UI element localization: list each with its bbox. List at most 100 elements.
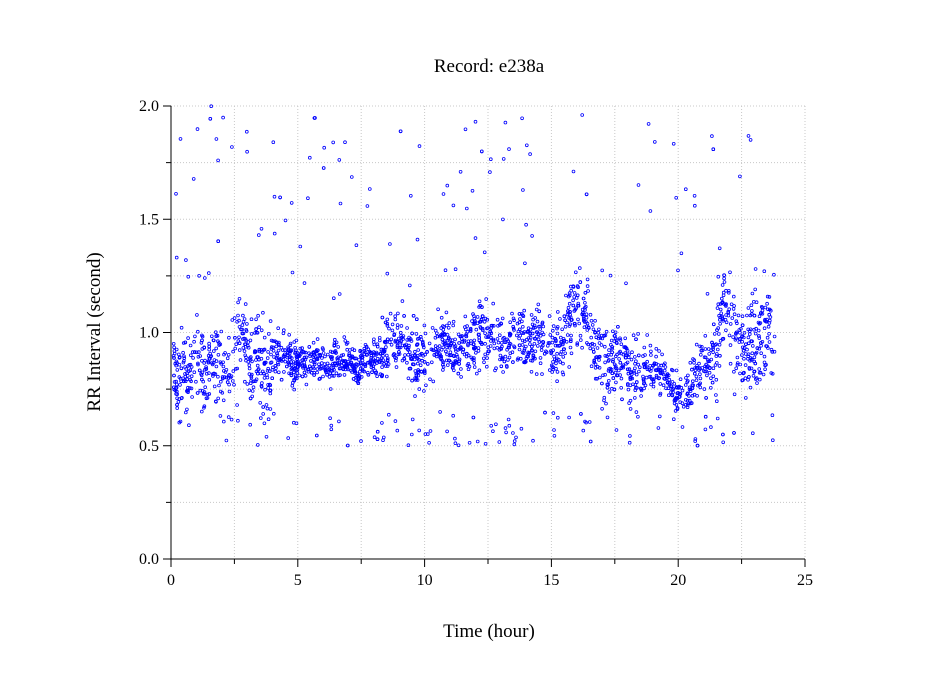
data-point [537,309,541,314]
data-point [680,425,685,429]
data-point [262,335,267,340]
data-point [189,379,193,384]
data-point [492,341,497,346]
data-point [507,423,512,428]
data-point [174,192,178,196]
data-point [631,333,636,338]
data-point [441,364,446,369]
data-point [505,347,509,352]
data-point [472,361,477,365]
data-point [485,317,490,322]
data-point [510,311,514,316]
data-point [689,401,694,405]
data-point [491,337,496,342]
data-point [214,364,219,369]
data-point [200,377,204,382]
data-point [583,300,587,305]
data-point [579,412,583,416]
data-point [257,349,262,354]
data-point [471,342,476,346]
data-point [735,321,739,326]
data-point [337,419,341,424]
data-point [740,323,745,328]
data-point [372,435,377,440]
data-point [692,360,696,365]
y-tick-label: 2.0 [139,98,159,115]
data-point [414,317,419,322]
data-point [642,345,647,350]
data-point [501,370,505,374]
data-point [687,387,692,392]
data-point [253,349,258,354]
data-point [531,317,535,322]
data-point [383,320,388,325]
data-point [477,338,482,343]
data-point [598,375,602,380]
data-point [377,338,382,343]
data-point [551,411,556,415]
data-point [473,345,478,350]
data-point [737,328,742,332]
data-point [720,283,725,287]
data-point [494,422,498,427]
data-point [561,355,566,359]
data-point [519,426,524,431]
data-point [277,340,281,345]
data-point [767,295,772,299]
data-point [384,353,389,358]
data-point [199,372,203,376]
data-point [304,355,309,360]
data-point [503,426,508,430]
data-point [307,364,312,369]
data-point [202,361,207,365]
data-point [714,393,718,397]
x-tick-label: 0 [167,572,175,589]
data-point [766,324,771,329]
data-point [558,360,562,364]
data-point [666,393,671,398]
data-point [302,360,307,365]
data-point [492,346,497,351]
data-point [714,352,719,356]
data-point [588,312,593,317]
data-point [600,406,604,411]
data-point [260,369,265,374]
data-point [233,346,238,351]
data-point [231,369,236,373]
data-point [300,374,305,379]
data-point [658,382,663,386]
data-point [398,129,403,134]
data-point [680,401,685,406]
data-point [200,389,205,393]
data-point [721,440,725,445]
data-point [619,342,624,347]
data-point [531,355,536,360]
data-point [718,353,722,358]
data-point [438,410,442,414]
data-point [188,343,193,348]
data-point [237,348,242,352]
data-point [278,195,282,200]
data-point [654,368,659,373]
data-point [711,345,715,350]
data-point [216,396,221,401]
data-point [743,396,748,400]
data-point [767,307,772,312]
data-point [499,347,504,351]
data-point [645,367,650,372]
data-point [506,417,511,422]
data-point [715,416,720,421]
data-point [457,357,462,362]
data-point [538,327,542,331]
data-point [714,377,719,382]
data-point [253,349,257,353]
data-point [690,386,695,391]
data-point [618,336,622,341]
data-point [402,314,406,318]
data-point [482,360,486,365]
data-point [571,285,576,289]
data-point [224,438,229,443]
data-point [550,370,554,374]
data-point [481,356,486,361]
data-point [750,309,754,313]
